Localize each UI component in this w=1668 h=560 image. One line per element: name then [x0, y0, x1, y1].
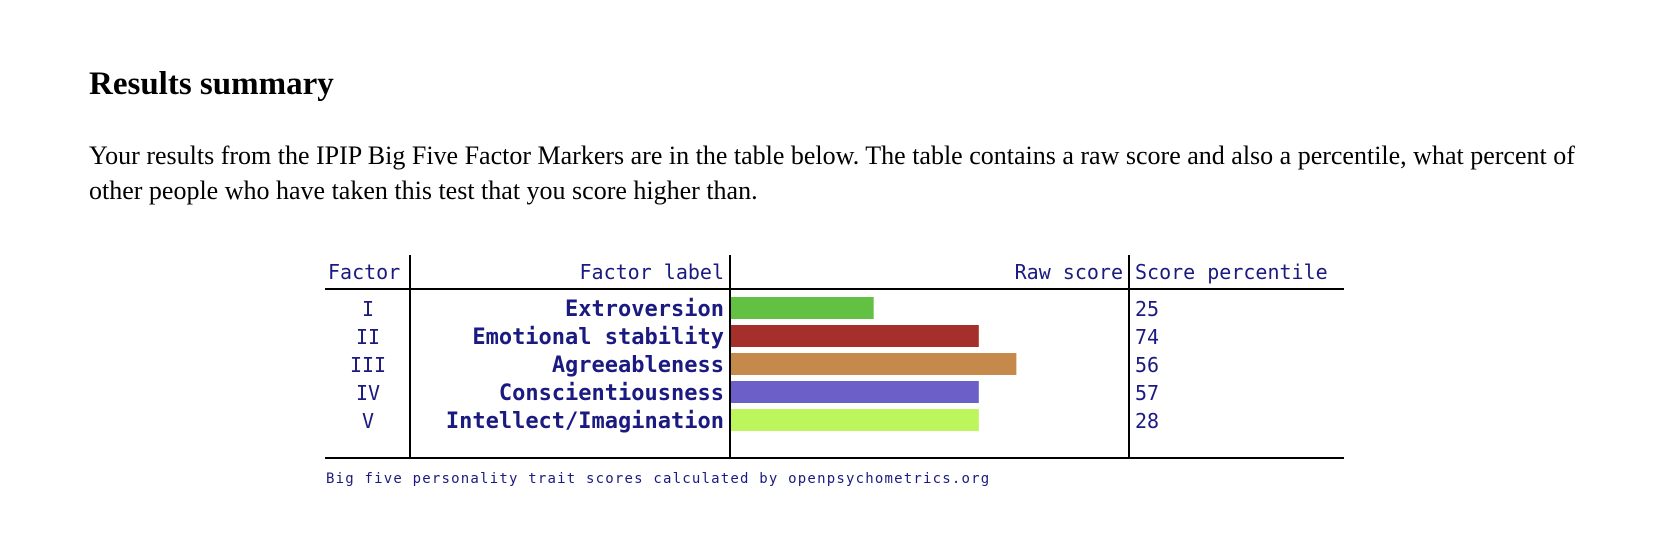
- raw-score-bar: [731, 297, 874, 319]
- factor-label: Agreeableness: [552, 353, 724, 378]
- factor-numeral: III: [350, 353, 386, 377]
- raw-score-bar: [731, 353, 1017, 375]
- factor-label: Extroversion: [565, 297, 724, 322]
- intro-paragraph: Your results from the IPIP Big Five Fact…: [89, 141, 1575, 205]
- factor-numeral: II: [356, 325, 380, 349]
- factor-numeral: V: [362, 409, 374, 433]
- page-title: Results summary: [89, 66, 334, 102]
- header-raw-score: Raw score: [1015, 260, 1123, 284]
- score-percentile: 25: [1135, 297, 1159, 321]
- factor-label: Emotional stability: [472, 325, 724, 350]
- big-five-chart: Factor Factor label Raw score Score perc…: [325, 255, 1344, 487]
- raw-score-bar: [731, 381, 979, 403]
- score-percentile: 57: [1135, 381, 1159, 405]
- score-percentile: 74: [1135, 325, 1159, 349]
- header-factor: Factor: [328, 260, 400, 284]
- score-percentile: 56: [1135, 353, 1159, 377]
- raw-score-bar: [731, 409, 979, 431]
- factor-label: Intellect/Imagination: [446, 409, 724, 434]
- header-factor-label: Factor label: [580, 260, 725, 284]
- chart-rows: I Extroversion 25 II Emotional stability 74 II…: [350, 297, 1159, 434]
- raw-score-bar: [731, 325, 979, 347]
- factor-label: Conscientiousness: [499, 381, 724, 406]
- factor-numeral: I: [362, 297, 374, 321]
- factor-numeral: IV: [356, 381, 380, 405]
- score-percentile: 28: [1135, 409, 1159, 433]
- header-score-percentile: Score percentile: [1135, 260, 1328, 284]
- chart-footer: Big five personality trait scores calcul…: [326, 471, 990, 487]
